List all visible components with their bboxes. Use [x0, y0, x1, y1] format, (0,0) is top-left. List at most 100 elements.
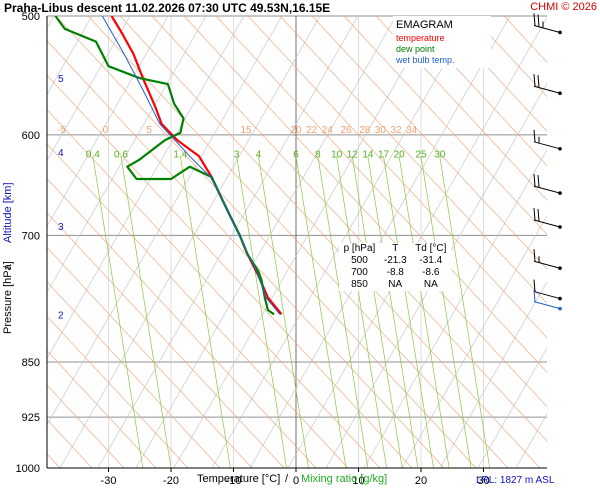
skew-reference-line [287, 17, 547, 468]
x-tick-label: 0 [293, 475, 299, 487]
mixing-ratio-line [439, 156, 491, 468]
altitude-tick-label: 3 [58, 222, 64, 233]
wind-barb [533, 74, 562, 96]
mixing-ratio-line [398, 156, 450, 468]
wind-barb-dot [558, 225, 562, 229]
wind-barb-feather [533, 289, 536, 302]
mixing-ratio-label: 12 [347, 149, 359, 160]
pressure-tick-label: 700 [22, 230, 40, 242]
pressure-tick-label: 925 [22, 412, 40, 424]
mixing-ratio-label: 0.4 [86, 149, 100, 160]
wind-barb-feather [537, 14, 540, 27]
dry-adiabat-line [439, 16, 547, 132]
y-axis-label-separator: / [2, 265, 14, 269]
table-cell: 500 [351, 255, 368, 266]
mixing-ratio-label: 25 [415, 149, 427, 160]
mixing-ratio-line [92, 156, 144, 468]
table-header: p [hPa] [343, 243, 376, 254]
mixing-ratio-line [180, 156, 231, 468]
dry-adiabat-line [47, 350, 157, 468]
dry-adiabat-line [87, 16, 509, 468]
dry-adiabat-line [47, 74, 413, 468]
dry-adiabat-line [47, 281, 221, 468]
dry-adiabat-line [47, 384, 125, 468]
y-axis-label-pressure: Pressure [hPa] [2, 261, 14, 334]
mixing-ratio-line [420, 156, 472, 468]
x-tick-label: 10 [352, 475, 364, 487]
mixing-ratio-label: 3 [234, 149, 240, 160]
dry-adiabat-line [47, 40, 445, 468]
dry-adiabat-line [471, 16, 547, 98]
dry-adiabat-line [279, 16, 547, 304]
skew-reference-line [47, 16, 131, 161]
dry-adiabat-label: 5 [146, 125, 152, 136]
dry-adiabat-line [375, 16, 547, 201]
altitude-tick-label: 5 [58, 74, 64, 85]
mixing-ratio-label: 14 [362, 149, 374, 160]
pressure-tick-label: 500 [22, 11, 40, 23]
skew-reference-line [401, 215, 547, 468]
wind-barb-feather [537, 175, 540, 188]
wind-barb-feather [537, 75, 540, 88]
x-tick-label: -10 [226, 475, 242, 487]
table-header: T [392, 243, 399, 254]
dry-adiabat-line [47, 246, 253, 468]
skew-reference-line [47, 16, 283, 426]
mixing-ratio-line [383, 156, 434, 468]
mixing-ratio-label: 8 [315, 149, 321, 160]
legend-item-wet-bulb: wet bulb temp. [396, 55, 455, 65]
table-cell: -31.4 [419, 255, 443, 266]
mixing-ratio-line [336, 156, 387, 468]
x-axis-label-separator: / [285, 473, 289, 485]
wind-barb [533, 207, 562, 229]
legend: EMAGRAM temperature dew point wet bulb t… [393, 16, 491, 68]
dry-adiabat-label: 20 [290, 125, 302, 136]
mixing-ratio-label: 10 [331, 149, 343, 160]
wind-barb-feather [533, 207, 536, 221]
skew-reference-line [47, 16, 207, 294]
dry-adiabat-line [47, 109, 381, 468]
mixing-ratio-lines [92, 156, 491, 468]
mixing-ratio-line [317, 156, 369, 468]
isobar-grid [47, 15, 547, 469]
x-tick-label: -20 [163, 475, 179, 487]
wind-barb-feather [533, 74, 536, 87]
table-cell: -21.3 [383, 255, 407, 266]
sounding-title: Praha-Libus descent 11.02.2026 07:30 UTC… [4, 1, 331, 15]
mixing-ratio-label: 1.4 [173, 149, 187, 160]
dry-adiabat-line [151, 16, 547, 442]
table-cell: NA [388, 279, 403, 290]
wind-barb [533, 129, 562, 151]
dry-adiabat-label: 28 [359, 125, 371, 136]
x-tick-label: -30 [101, 475, 117, 487]
wind-barb-staff [533, 291, 561, 300]
dry-adiabat-label: -5 [57, 125, 66, 136]
wind-barb-dot [558, 191, 562, 195]
pressure-tick-label: 1000 [16, 463, 40, 475]
dry-adiabat-line [247, 16, 547, 339]
table-row: 500 -21.3 -31.4 [339, 255, 451, 267]
x-axis-label-temperature: Temperature [°C] [197, 473, 281, 485]
wind-barb [533, 13, 562, 35]
dry-adiabat-label: 24 [322, 125, 334, 136]
dry-adiabat-line [47, 315, 189, 468]
skew-reference-line [515, 413, 547, 468]
mixing-ratio-label: 0.6 [114, 149, 128, 160]
altitude-tick-label: 2 [58, 310, 64, 321]
copyright-notice: CHMI © 2026 [530, 1, 597, 13]
grid-labels: -5 0 5 15 20 22 24 26 28 30 32 340.4 0.6 1.4 3 4 6 8 10 12 1… [57, 125, 446, 160]
dry-adiabat-line [47, 143, 349, 468]
skew-reference-line [477, 347, 547, 468]
skew-reference-line [173, 16, 435, 468]
wind-barb-feather [537, 208, 540, 222]
wind-barb-dot [558, 266, 562, 271]
wind-barb [533, 249, 562, 271]
mixing-ratio-label: 20 [394, 149, 406, 160]
skew-reference-line [47, 16, 93, 95]
skew-reference-line [249, 16, 511, 468]
skew-reference-line [59, 16, 321, 468]
dry-adiabat-line [407, 16, 547, 167]
table-cell: -8.8 [386, 267, 404, 278]
wind-barb-dot [558, 306, 562, 311]
wind-barb-feather [533, 13, 536, 26]
